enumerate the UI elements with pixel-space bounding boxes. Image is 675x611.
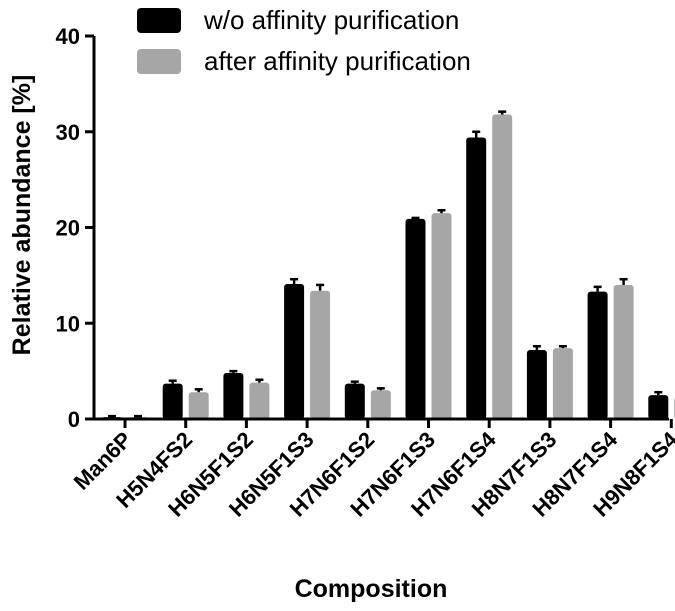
- bar-wo-affinity: [526, 350, 547, 419]
- bar-wo-affinity: [466, 137, 487, 419]
- bar-wo-affinity: [648, 395, 669, 419]
- bar-wo-affinity: [587, 291, 608, 419]
- y-axis: 0 10 20 30 40: [56, 24, 96, 432]
- y-tick-label: 20: [56, 216, 80, 241]
- bar-after-affinity: [249, 382, 270, 419]
- bar-wo-affinity: [162, 383, 183, 419]
- legend-swatch: [137, 49, 181, 74]
- legend-swatch: [137, 8, 181, 33]
- bar-wo-affinity: [223, 373, 244, 419]
- bar-after-affinity: [613, 284, 634, 419]
- legend: w/o affinity purification after affinity …: [137, 5, 471, 76]
- bar-after-affinity: [188, 392, 209, 419]
- bar-after-affinity: [431, 213, 452, 419]
- bar-after-affinity: [370, 390, 391, 419]
- bars: [102, 110, 675, 419]
- y-tick-label: 30: [56, 120, 80, 145]
- bar-wo-affinity: [284, 283, 305, 419]
- bar-wo-affinity: [344, 383, 365, 419]
- y-tick-label: 40: [56, 24, 80, 49]
- y-tick-label: 0: [68, 407, 80, 432]
- bar-after-affinity: [492, 114, 513, 419]
- y-axis-title: Relative abundance [%]: [8, 75, 36, 356]
- x-axis: Man6PH5N4FS2H6N5F1S2H6N5F1S3H7N6F1S2H7N6…: [69, 417, 675, 521]
- legend-label: after affinity purification: [204, 46, 471, 76]
- bar-after-affinity: [310, 290, 331, 419]
- y-tick-label: 10: [56, 311, 80, 336]
- legend-label: w/o affinity purification: [203, 5, 459, 35]
- x-axis-title: Composition: [295, 575, 448, 603]
- bar-wo-affinity: [405, 218, 426, 419]
- bar-after-affinity: [552, 348, 573, 419]
